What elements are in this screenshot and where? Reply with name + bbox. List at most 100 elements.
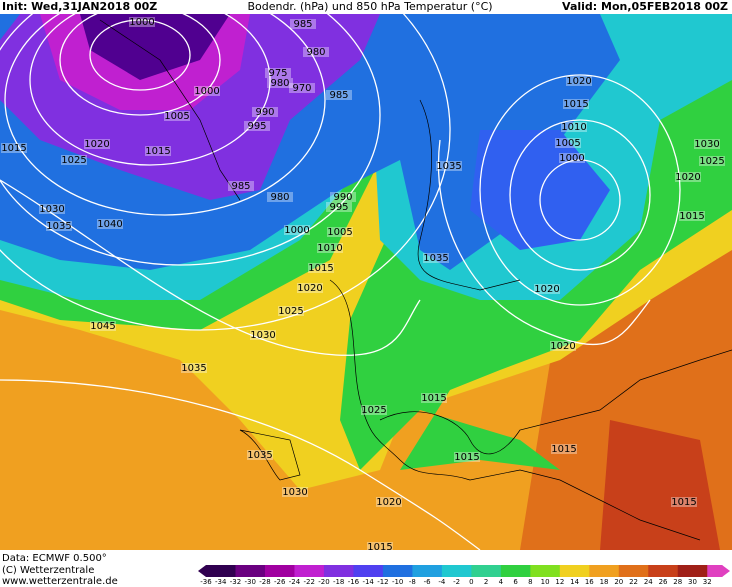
init-label: Init: Wed,31JAN2018 00Z — [2, 0, 157, 13]
field-purple — [80, 14, 230, 80]
isobar-label: 970 — [292, 83, 311, 94]
colorbar-cell — [648, 565, 664, 577]
isobar-label: 1020 — [675, 172, 700, 183]
isobar-label: 1015 — [671, 497, 696, 508]
isobar-label-bg — [326, 202, 352, 212]
colorbar-cell — [397, 565, 413, 577]
isobar-label: 1000 — [284, 225, 309, 236]
isobar-label: 985 — [329, 90, 348, 101]
isobar-label: 1000 — [559, 153, 584, 164]
isobar-label: 1015 — [679, 211, 704, 222]
isobar-label-bg — [267, 78, 293, 88]
colorbar-cell — [323, 565, 340, 577]
colorbar-cell — [353, 565, 369, 577]
isobar-label-bg — [297, 283, 323, 293]
data-source: Data: ECMWF 0.500° — [2, 553, 107, 564]
isobar-label-bg — [284, 225, 310, 235]
colorbar-cell — [235, 565, 251, 577]
isobar-label: 1035 — [423, 253, 448, 264]
colorbar-tick-label: -22 — [303, 578, 314, 586]
colorbar-tick-label: -16 — [348, 578, 360, 586]
isobar-label-bg — [267, 192, 293, 202]
isobar-label-bg — [194, 86, 220, 96]
isobar-label-bg — [228, 181, 254, 191]
isobar-label: 1005 — [555, 138, 580, 149]
isobar-label: 1000 — [194, 86, 219, 97]
isobar-label: 980 — [270, 192, 289, 203]
isobar-label: 1045 — [90, 321, 115, 332]
colorbar-cell — [515, 565, 531, 577]
isobar-label-bg — [551, 444, 577, 454]
isobar-label-bg — [454, 452, 480, 462]
isobar-label: 1025 — [278, 306, 303, 317]
colorbar-cell — [206, 565, 222, 577]
colorbar-cell — [589, 565, 605, 577]
coastlines — [99, 19, 732, 541]
isobar-label: 985 — [231, 181, 250, 192]
colorbar-cell — [559, 565, 576, 577]
isobar-label: 1015 — [308, 263, 333, 274]
isobar-label: 975 — [268, 68, 287, 79]
colorbar-tick-label: -36 — [200, 578, 212, 586]
colorbar: -36 -34 -32 -30 -28 -26 -24 -22 -20 -18 -16 -14 -12-… — [198, 565, 730, 586]
colorbar-tick-label: -30 — [245, 578, 256, 586]
colorbar-cell — [663, 565, 679, 577]
colorbar-cell — [500, 565, 517, 577]
colorbar-cell — [677, 565, 694, 577]
colorbar-cell — [382, 565, 399, 577]
colorbar-tick-label: -14 — [362, 578, 374, 586]
colorbar-cell — [338, 565, 354, 577]
colorbar-tick-label: 26 — [659, 578, 668, 586]
isobar-label: 1035 — [247, 450, 272, 461]
isobar-label: 990 — [333, 192, 352, 203]
isobar-label-bg — [361, 405, 387, 415]
colorbar-cell — [545, 565, 561, 577]
isobar-label: 1015 — [563, 99, 588, 110]
isobar-label-bg — [555, 138, 581, 148]
colorbar-tick-label: 8 — [528, 578, 532, 586]
colorbar-tick-label: -18 — [333, 578, 344, 586]
isobar-label-bg — [326, 90, 352, 100]
isobar-label: 1025 — [699, 156, 724, 167]
isobar-label-bg — [252, 107, 278, 117]
isobar-label-bg — [694, 139, 720, 149]
colorbar-cell — [441, 565, 458, 577]
colorbar-tick-label: -20 — [318, 578, 329, 586]
colorbar-tick-label: 2 — [484, 578, 488, 586]
colorbar-cell — [692, 565, 708, 577]
isobar-label-bg — [244, 121, 270, 131]
field-hotter — [600, 420, 720, 550]
colorbar-cell — [618, 565, 635, 577]
isobar-label: 1010 — [561, 122, 586, 133]
isobar-label: 1020 — [566, 76, 591, 87]
isobar-label: 995 — [329, 202, 348, 213]
isobar-label-bg — [250, 330, 276, 340]
isobar-label: 1035 — [181, 363, 206, 374]
isobar-label-bg — [181, 363, 207, 373]
isobar-label-bg — [423, 253, 449, 263]
colorbar-tick-label: -6 — [424, 578, 432, 586]
colorbar-tick-label: -10 — [392, 578, 403, 586]
isobar-label: 1015 — [367, 542, 392, 553]
isobar-label-bg — [376, 497, 402, 507]
isobar-label: 1025 — [61, 155, 86, 166]
colorbar-tick-label: -2 — [453, 578, 460, 586]
colorbar-cell — [574, 565, 590, 577]
colorbar-cell — [456, 565, 472, 577]
valid-label: Valid: Mon,05FEB2018 00Z — [562, 0, 728, 13]
isobar-label-bg — [534, 284, 560, 294]
isobar-label-bg — [550, 341, 576, 351]
isobar-label-bg — [367, 542, 393, 552]
colorbar-arrow-left — [198, 565, 206, 577]
copyright: (C) Wetterzentrale — [2, 565, 94, 576]
isobar-label-bg — [675, 172, 701, 182]
isobar-label-bg — [679, 211, 705, 221]
isobar-label: 1035 — [436, 161, 461, 172]
colorbar-cell — [412, 565, 428, 577]
isobar-label: 1020 — [297, 283, 322, 294]
isobar-label-bg — [327, 227, 353, 237]
colorbar-tick-label: 14 — [570, 578, 579, 586]
isobar-label-bg — [566, 76, 592, 86]
